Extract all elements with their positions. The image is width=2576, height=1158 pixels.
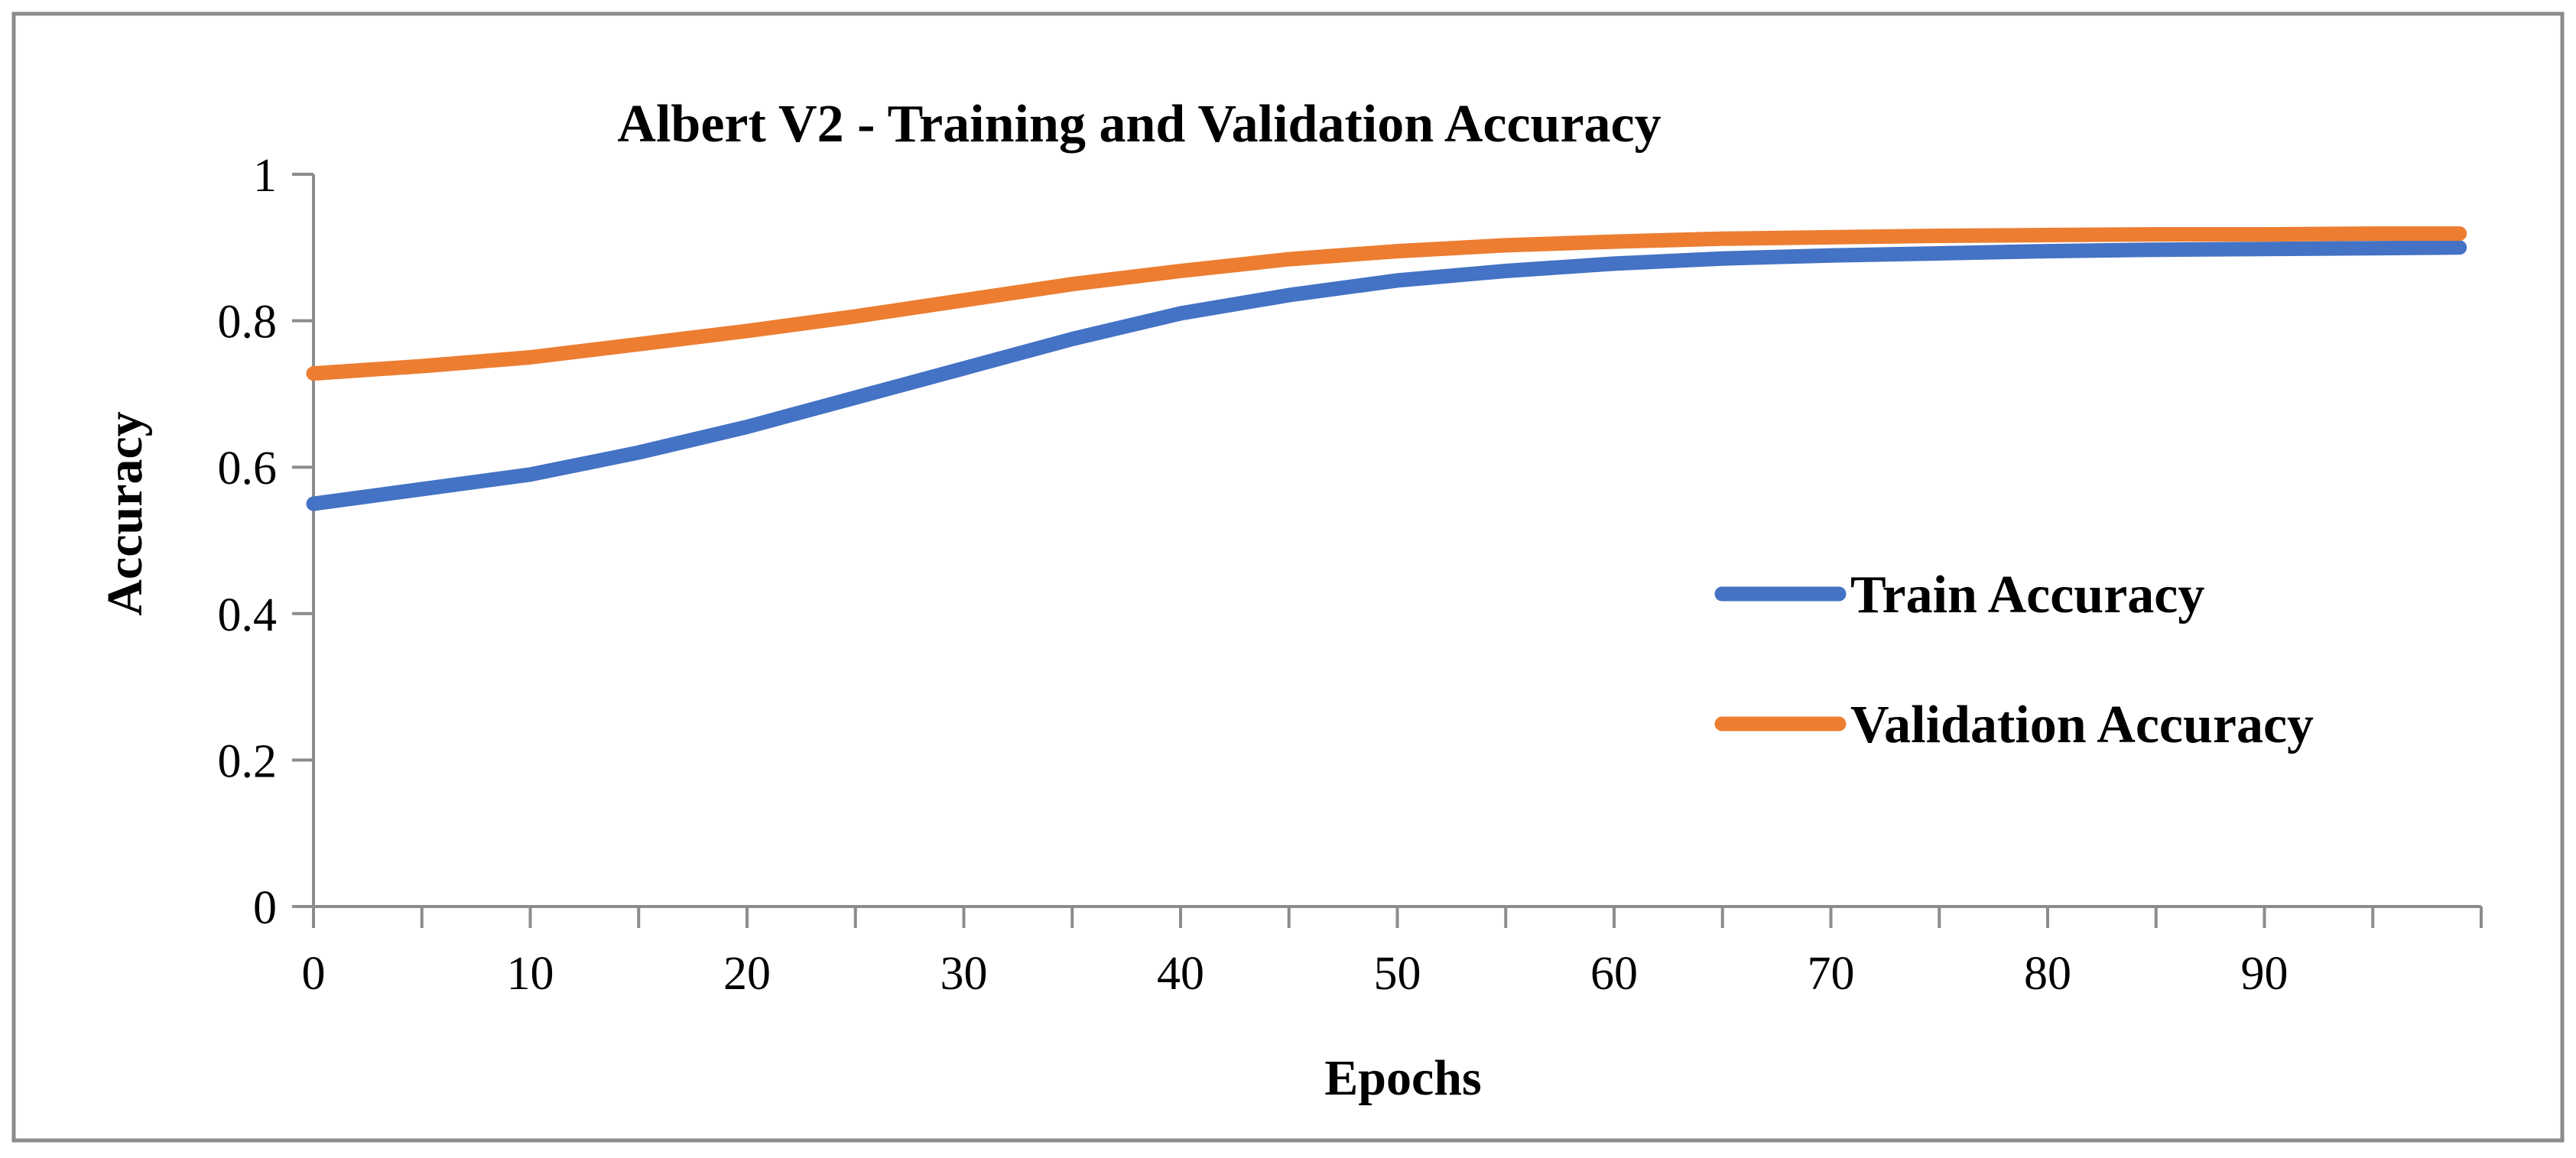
y-tick-label: 0.2 [218, 735, 278, 787]
axes: 00.20.40.60.810 10 20 30 40 50 60 70 80 90 [218, 150, 2483, 1000]
x-tick-label: 30 [940, 948, 988, 1000]
x-tick-label: 40 [1157, 948, 1204, 1000]
y-tick-label: 0.8 [218, 297, 278, 349]
y-tick-label: 0.4 [218, 589, 278, 641]
y-axis-label: Accuracy [97, 411, 153, 616]
x-tick-label: 10 [507, 948, 554, 1000]
x-tick-label: 50 [1374, 948, 1421, 1000]
series-lines [306, 226, 2467, 511]
y-tick-label: 1 [253, 150, 277, 202]
legend-label-validation-accuracy: Validation Accuracy [1850, 696, 2314, 754]
y-tick-label: 0.6 [218, 443, 278, 495]
x-tick-label: 20 [723, 948, 771, 1000]
y-tick-label: 0 [253, 882, 277, 934]
legend-label-train-accuracy: Train Accuracy [1850, 566, 2204, 624]
x-axis-label: Epochs [1324, 1050, 1481, 1106]
x-tick-label: 90 [2241, 948, 2289, 1000]
x-tick-label: 60 [1590, 948, 1638, 1000]
x-tick-label: 80 [2024, 948, 2071, 1000]
chart-border [11, 11, 2565, 1143]
x-tick-label: 70 [1808, 948, 1855, 1000]
legend: Train Accuracy Validation Accuracy [1714, 566, 2314, 754]
validation-accuracy-line [306, 226, 2467, 381]
chart-title: Albert V2 - Training and Validation Accu… [617, 95, 1661, 154]
x-tick-label: 0 [302, 948, 326, 1000]
train-accuracy-line [306, 240, 2467, 511]
